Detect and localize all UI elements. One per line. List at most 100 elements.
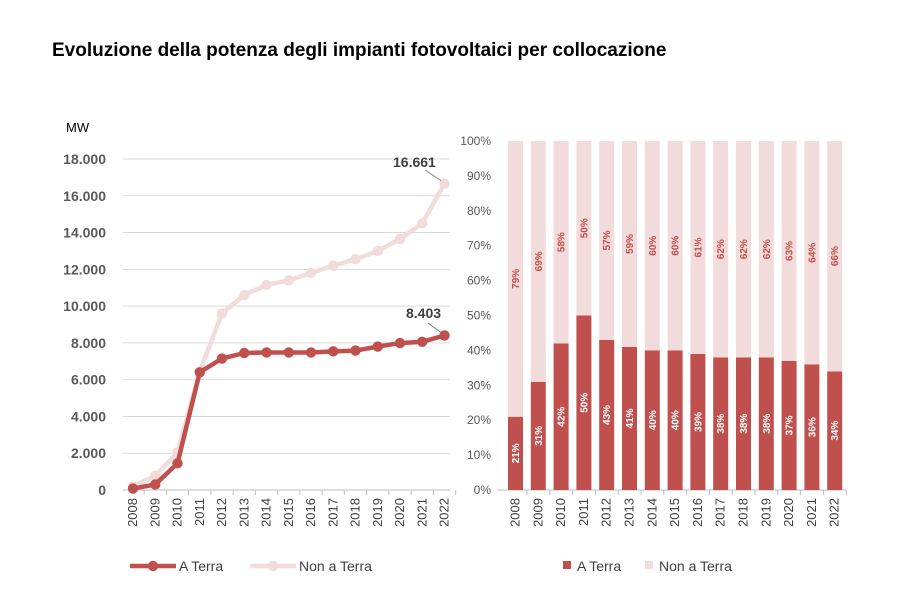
y-tick-label: 10.000: [63, 298, 106, 314]
bar-data-label: 38%: [716, 414, 727, 434]
bar-data-label: 59%: [625, 234, 636, 254]
x-tick-label: 2020: [392, 498, 407, 527]
bar-data-label: 58%: [557, 232, 568, 252]
bar-data-label: 64%: [807, 243, 818, 263]
data-point: [150, 470, 161, 482]
x-tick-label: 2011: [576, 498, 591, 526]
bar-a-terra: [690, 353, 706, 490]
x-tick-label: 2016: [690, 498, 705, 527]
data-point: [350, 345, 361, 356]
x-tick-label: 2008: [508, 498, 523, 527]
y-tick-label: 6.000: [71, 372, 106, 388]
x-tick-label: 2018: [736, 498, 751, 527]
bar-data-label: 21%: [511, 443, 522, 463]
bar-a-terra: [622, 346, 637, 490]
bar-data-label: 62%: [739, 239, 750, 259]
x-tick-label: 2022: [827, 498, 842, 527]
data-point: [439, 178, 450, 189]
data-point: [372, 245, 383, 257]
bar-non-a-terra: [827, 141, 843, 372]
bar-a-terra: [804, 364, 820, 490]
bar-data-label: 69%: [534, 251, 545, 271]
bar-a-terra: [553, 343, 569, 490]
bar-non-a-terra: [576, 141, 592, 316]
x-tick-label: 2014: [259, 498, 274, 527]
x-tick-label: 2015: [281, 498, 296, 527]
annotation-leader: [427, 322, 442, 333]
bar-non-a-terra: [758, 141, 774, 358]
y-tick-label: 100%: [460, 134, 491, 148]
page-title: Evoluzione della potenza degli impianti …: [52, 40, 667, 61]
data-point: [350, 254, 361, 265]
x-tick-label: 2012: [214, 498, 229, 527]
bar-a-terra: [508, 416, 523, 490]
bar-data-label: 40%: [671, 410, 682, 430]
y-tick-label: 30%: [467, 378, 491, 392]
annotation-leader: [424, 169, 442, 182]
bar-data-label: 38%: [762, 414, 773, 434]
data-point: [172, 458, 183, 469]
bar-non-a-terra: [713, 141, 729, 358]
x-tick-label: 2008: [125, 498, 140, 527]
legend-swatch-a-terra: [563, 561, 571, 569]
y-tick-label: 80%: [467, 204, 491, 218]
y-tick-label: 70%: [467, 239, 491, 253]
x-tick-label: 2019: [370, 498, 385, 527]
bar-data-label: 31%: [534, 426, 545, 446]
bar-non-a-terra: [804, 141, 820, 365]
y-tick-label: 10%: [467, 448, 491, 462]
line-chart: MW 0 2.000 4.000 6.000 8.000 10.000 12.000 14.00…: [63, 120, 457, 574]
x-tick-label: 2020: [781, 498, 796, 527]
bar-non-a-terra: [644, 141, 660, 351]
bar-non-a-terra: [622, 141, 637, 347]
bar-a-terra: [827, 371, 843, 490]
x-tick-label: 2017: [713, 498, 728, 527]
x-tick-label: 2014: [644, 498, 659, 527]
x-tick-label: 2012: [599, 498, 614, 527]
x-tick-label: 2021: [414, 498, 429, 527]
bar-data-label: 40%: [648, 410, 659, 430]
y-tick-label: 4.000: [71, 408, 106, 424]
annotation-label: 16.661: [393, 154, 436, 170]
bar-data-label: 42%: [557, 407, 568, 427]
bar-data-label: 36%: [807, 417, 818, 437]
data-point: [439, 330, 450, 341]
data-point: [305, 347, 317, 358]
x-tick-label: 2013: [622, 498, 637, 527]
bar-non-a-terra: [599, 141, 615, 340]
x-tick-label: 2019: [758, 498, 773, 527]
data-point: [305, 267, 317, 279]
data-point: [127, 483, 139, 494]
bar-data-label: 62%: [762, 239, 773, 259]
data-point: [372, 341, 383, 352]
data-point: [328, 260, 339, 271]
data-point: [417, 218, 428, 229]
bar-a-terra: [736, 357, 751, 490]
data-point: [261, 347, 272, 358]
series-line-non-a-terra: [132, 182, 447, 489]
bar-data-label: 79%: [511, 269, 522, 289]
legend-label: Non a Terra: [659, 558, 732, 574]
bar-data-label: 60%: [671, 236, 682, 256]
legend-marker: [267, 560, 279, 572]
bar-non-a-terra: [553, 141, 569, 344]
data-point: [394, 337, 406, 349]
bar-data-label: 57%: [602, 230, 613, 250]
y-tick-label: 8.000: [71, 335, 106, 351]
data-point: [394, 233, 406, 245]
bar-non-a-terra: [530, 141, 546, 382]
data-point: [194, 367, 205, 378]
bar-a-terra: [530, 381, 546, 490]
data-point: [261, 279, 272, 291]
data-point: [239, 289, 250, 301]
bar-data-label: 63%: [785, 241, 796, 261]
data-point: [283, 347, 294, 358]
x-tick-label: 2017: [325, 498, 340, 527]
x-tick-label: 2016: [303, 498, 318, 527]
legend-label: A Terra: [179, 558, 223, 574]
y-tick-label: 12.000: [63, 261, 106, 277]
x-tick-label: 2021: [804, 498, 819, 527]
annotation-label: 8.403: [406, 305, 441, 321]
x-tick-label: 2010: [553, 498, 568, 527]
x-tick-label: 2010: [170, 498, 185, 527]
